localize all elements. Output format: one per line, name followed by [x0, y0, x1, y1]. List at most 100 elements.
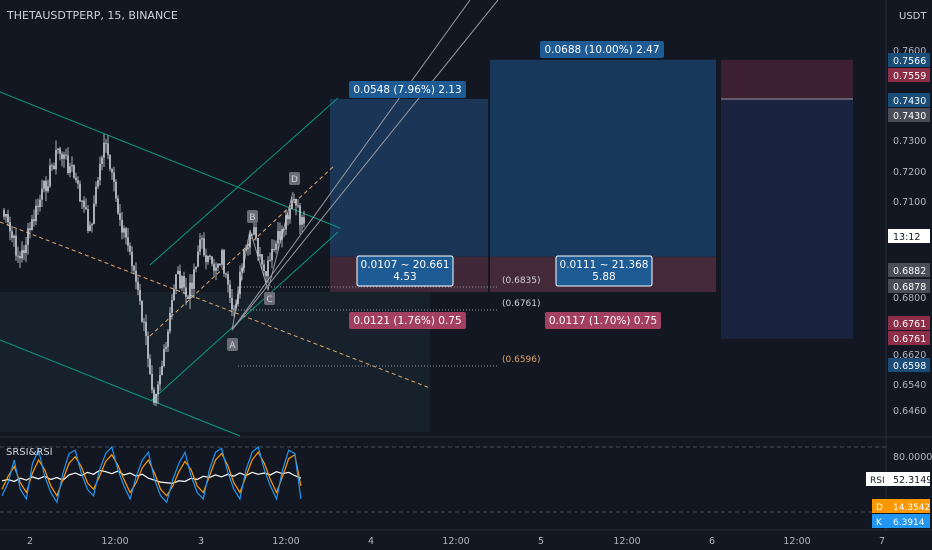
- price-badge: 0.7566: [888, 53, 930, 67]
- candle-body: [71, 165, 73, 167]
- candle-body: [23, 250, 25, 254]
- candle: [7, 209, 9, 226]
- candle: [127, 227, 129, 252]
- candle-body: [249, 234, 251, 248]
- candle: [263, 259, 265, 277]
- target-zone-2[interactable]: [490, 59, 716, 257]
- candle: [85, 198, 87, 211]
- price-badge-bg: [888, 108, 930, 122]
- target-zone-1[interactable]: [330, 98, 488, 257]
- candle: [227, 271, 229, 293]
- candle: [209, 254, 211, 260]
- candle: [283, 227, 285, 238]
- candle-body: [171, 300, 173, 313]
- target-zone-3[interactable]: [721, 98, 853, 339]
- candle: [139, 283, 141, 305]
- candle: [113, 166, 115, 192]
- candle: [269, 252, 271, 262]
- target-label-2: 0.0688 (10.00%) 2.47: [540, 41, 664, 58]
- candle: [233, 305, 235, 317]
- candle-body: [233, 308, 235, 310]
- candle: [123, 225, 125, 239]
- candle-body: [137, 281, 139, 291]
- candle-body: [205, 255, 207, 263]
- candle-body: [91, 224, 93, 226]
- candle: [149, 354, 151, 375]
- candle-body: [57, 148, 59, 150]
- candle: [287, 211, 289, 226]
- candle: [173, 284, 175, 302]
- candle: [281, 225, 283, 248]
- candle: [143, 317, 145, 332]
- candle-body: [59, 148, 61, 154]
- candle: [53, 162, 55, 170]
- candle-body: [221, 250, 223, 265]
- candle: [151, 365, 153, 394]
- candle-body: [39, 199, 41, 208]
- time-axis[interactable]: 2 12:00 3 12:00 4 12:00 5 12:00 6 12:00 7: [0, 529, 932, 550]
- candle-body: [217, 263, 219, 268]
- asc-channel-bottom[interactable]: [151, 231, 339, 401]
- entry-label-1-text-1: 4.53: [393, 271, 416, 283]
- candle-body: [109, 155, 111, 170]
- candle: [219, 263, 221, 267]
- channel-drawings[interactable]: [0, 0, 499, 437]
- candle: [103, 133, 105, 167]
- desc-channel-bottom[interactable]: [0, 339, 241, 437]
- price-badge: 0.7430: [888, 108, 930, 122]
- level-label-2: (0.6761): [502, 299, 541, 309]
- candle-body: [31, 219, 33, 230]
- candle-body: [115, 181, 117, 199]
- candle-body: [93, 203, 95, 225]
- candle-body: [105, 142, 107, 144]
- candle: [37, 198, 39, 215]
- candle: [243, 248, 245, 273]
- candle: [295, 198, 297, 216]
- price-axis[interactable]: 0.76000.73000.72000.71000.68000.66200.65…: [885, 0, 932, 530]
- stop-zone-3[interactable]: [721, 59, 853, 99]
- srsi-line-rsi: [1, 469, 302, 485]
- candle-body: [135, 270, 137, 282]
- candle: [223, 249, 225, 277]
- candle: [257, 237, 259, 261]
- candle: [25, 236, 27, 263]
- candle-body: [181, 276, 183, 289]
- candle: [289, 207, 291, 224]
- candle-body: [33, 219, 35, 222]
- price-badge-bg: [888, 279, 930, 293]
- level-label-1: (0.6835): [502, 276, 541, 286]
- abcd-pattern[interactable]: [231, 191, 294, 331]
- candle: [183, 271, 185, 295]
- candle: [225, 272, 227, 279]
- candle-body: [231, 297, 233, 310]
- candle-body: [251, 234, 253, 236]
- candle: [293, 193, 295, 203]
- candle: [131, 246, 133, 272]
- target-label-1-text-0: 0.0548 (7.96%) 2.13: [353, 84, 461, 96]
- indicator-badge-d: D 14.3542: [872, 499, 930, 513]
- price-tick-label: 0.7600: [893, 46, 926, 57]
- candle: [285, 209, 287, 236]
- candle: [105, 138, 107, 153]
- candle-body: [223, 250, 225, 274]
- candle: [47, 179, 49, 193]
- desc-channel-top[interactable]: [0, 91, 341, 229]
- asc-channel-top[interactable]: [149, 97, 339, 266]
- candle-body: [297, 205, 299, 207]
- candle: [119, 204, 121, 226]
- drawing-labels: (0.6835) (0.6761) (0.6596) A B C D 0.0548 (7.96…: [227, 41, 664, 365]
- candle-body: [237, 294, 239, 304]
- fan-line-1[interactable]: [231, 0, 499, 331]
- candle-body: [121, 219, 123, 233]
- candle-body: [61, 153, 63, 159]
- price-badge-bg: [888, 263, 930, 277]
- candle-body: [265, 271, 267, 277]
- candle-body: [185, 287, 187, 297]
- entry-label-1-text-0: 0.0107 ~ 20.661: [361, 259, 450, 271]
- price-badge-label: 0.7430: [893, 111, 926, 122]
- candle: [67, 147, 69, 175]
- rsi-badge-bg: [866, 472, 930, 486]
- candle: [163, 344, 165, 368]
